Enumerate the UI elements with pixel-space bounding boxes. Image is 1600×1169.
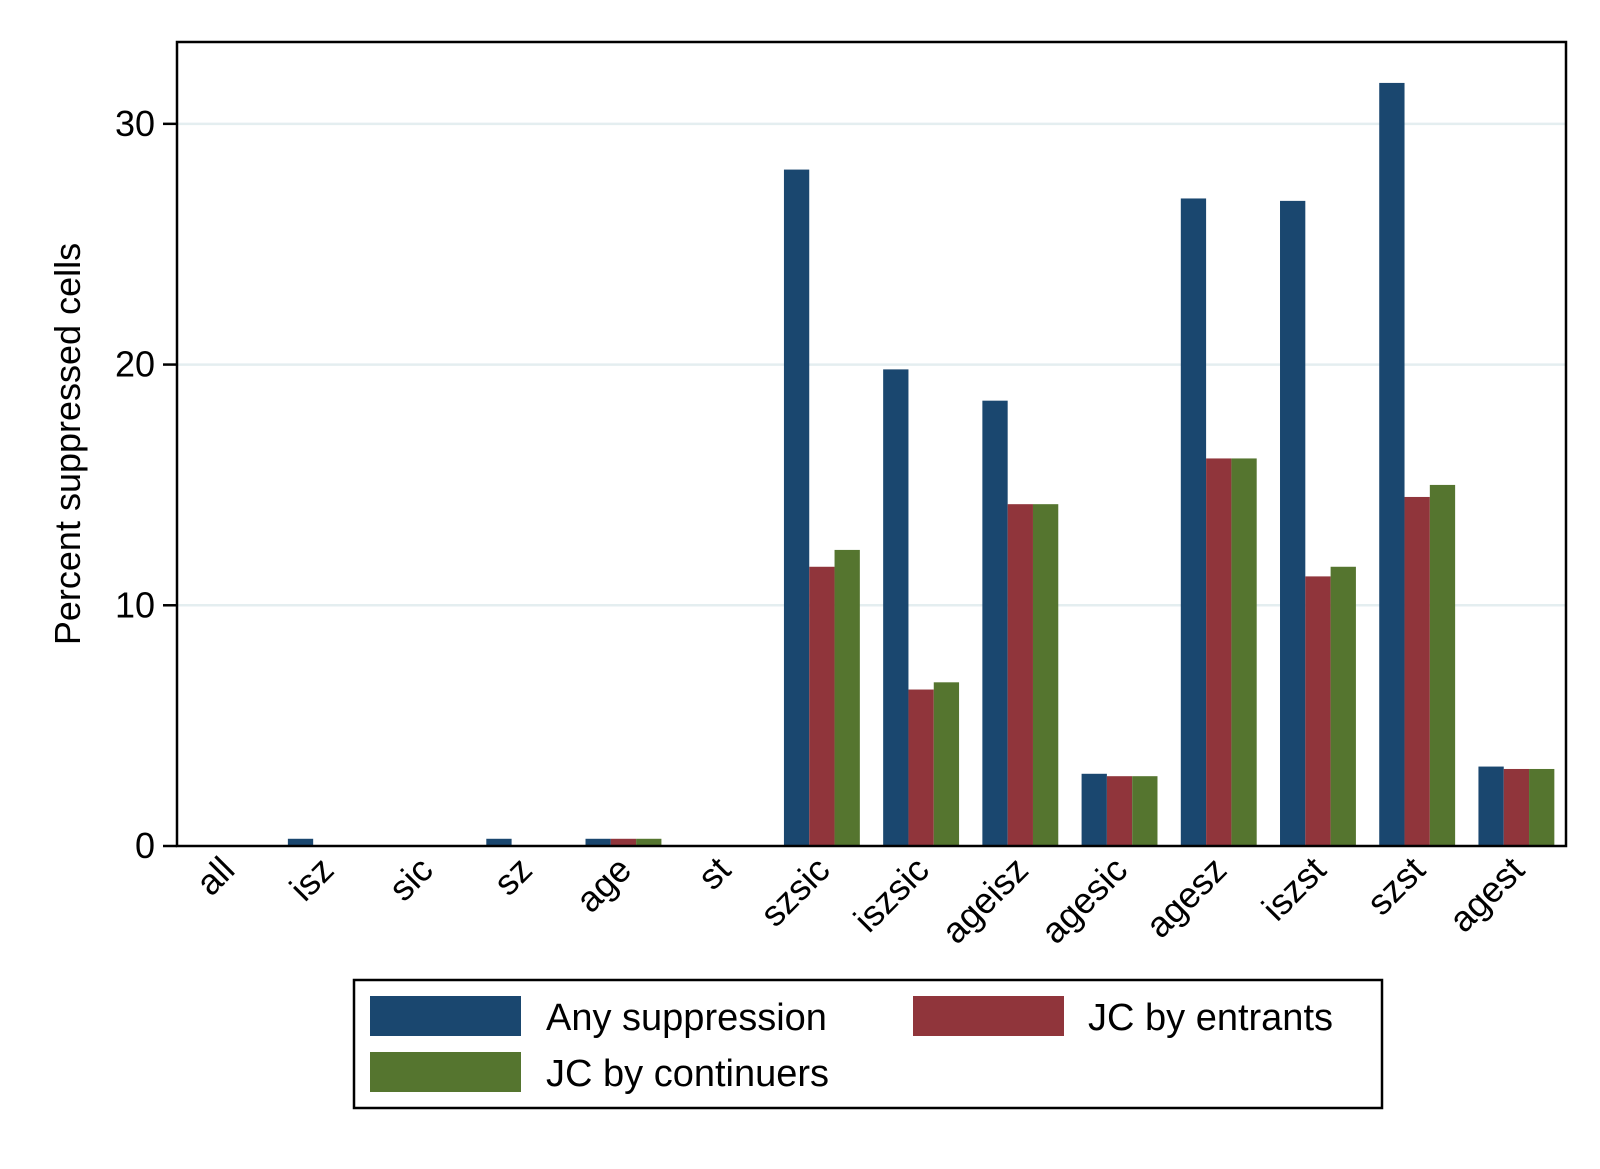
x-tick-label: iszsic	[846, 849, 937, 940]
bar-agest-2	[1503, 768, 1530, 846]
bar-szsic-2	[809, 566, 835, 846]
plot-frame	[175, 40, 1568, 848]
y-tick-label: 10	[115, 584, 155, 625]
gridlines	[177, 122, 1566, 607]
bar-ageisz-2	[1007, 504, 1033, 846]
x-tick-label: agest	[1441, 849, 1532, 940]
bar-ageisz-3	[1032, 504, 1059, 846]
legend-swatch	[370, 996, 521, 1036]
bar-iszst-1	[1280, 200, 1306, 846]
x-tick-label: szsic	[752, 849, 838, 935]
bar-szst-2	[1404, 496, 1430, 846]
x-tick-label: iszst	[1254, 849, 1334, 929]
legend-swatch	[370, 1052, 521, 1092]
x-tick-label: agesic	[1033, 849, 1136, 952]
legend-label: Any suppression	[546, 997, 827, 1039]
legend-swatch	[913, 996, 1064, 1036]
legend-label: JC by continuers	[546, 1053, 829, 1095]
bar-agesz-2	[1206, 458, 1232, 846]
bar-age-2	[610, 838, 637, 846]
legend-label: JC by entrants	[1088, 997, 1333, 1039]
bar-iszst-2	[1305, 576, 1331, 846]
bar-isz-1	[287, 838, 314, 846]
bar-iszst-3	[1330, 566, 1356, 846]
x-tick-label: agesz	[1137, 849, 1234, 946]
bar-szsic-1	[783, 169, 810, 847]
bar-ageisz-1	[982, 400, 1008, 846]
y-axis: 0 10 20 30	[115, 103, 177, 866]
x-tick-label: all	[188, 849, 242, 903]
y-tick-label: 30	[115, 103, 155, 144]
x-tick-label: isz	[281, 849, 341, 909]
x-tick-label: st	[690, 849, 739, 898]
bar-agesz-1	[1180, 198, 1207, 847]
bar-iszsic-1	[883, 369, 909, 846]
bar-szst-3	[1429, 484, 1456, 846]
x-tick-label: sz	[485, 849, 539, 903]
x-tick-label: ageisz	[933, 849, 1036, 952]
bar-sz-1	[486, 838, 512, 846]
y-axis-label: Percent suppressed cells	[47, 243, 88, 645]
bar-age-3	[636, 838, 662, 846]
bar-age-1	[585, 838, 611, 846]
legend-frame	[352, 978, 1384, 1110]
bar-iszsic-3	[933, 682, 960, 846]
bar-szst-1	[1379, 82, 1405, 846]
bar-agest-3	[1529, 768, 1555, 846]
bar-agesic-2	[1106, 776, 1133, 846]
y-tick-label: 20	[115, 344, 155, 385]
bar-agesic-1	[1081, 773, 1107, 846]
x-tick-label: sic	[381, 849, 441, 909]
bar-agest-1	[1478, 766, 1504, 846]
bar-agesz-3	[1231, 458, 1257, 846]
x-tick-label: age	[568, 849, 639, 920]
legend: Any suppression JC by entrants JC by conti…	[352, 978, 1384, 1110]
bar-agesic-3	[1132, 776, 1158, 846]
bars	[287, 82, 1555, 847]
bar-szsic-3	[834, 549, 860, 846]
x-tick-label: szst	[1359, 849, 1433, 923]
bar-iszsic-2	[908, 689, 934, 846]
y-tick-label: 0	[135, 825, 155, 866]
